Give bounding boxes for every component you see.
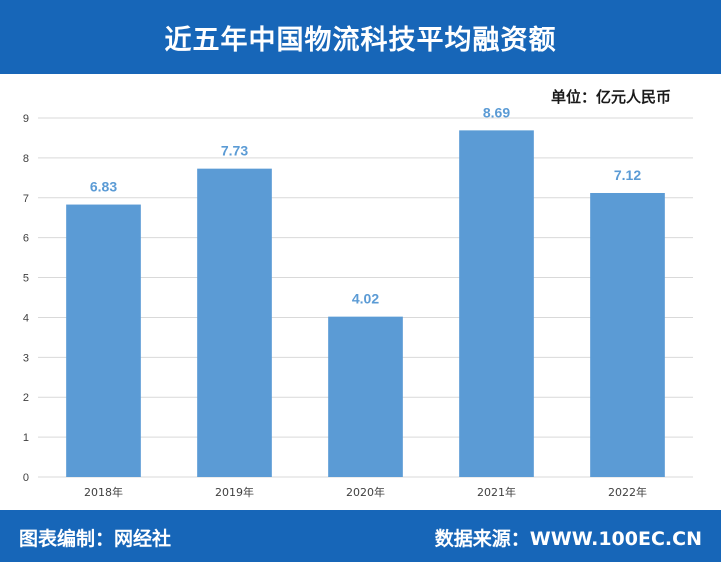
data-label: 4.02 bbox=[352, 291, 379, 307]
bar bbox=[459, 130, 534, 478]
y-tick-label: 0 bbox=[23, 472, 29, 484]
bar bbox=[66, 204, 141, 477]
chart-title-banner: 近五年中国物流科技平均融资额 bbox=[0, 0, 721, 74]
y-tick-label: 4 bbox=[23, 312, 29, 324]
data-label: 7.73 bbox=[221, 143, 248, 159]
unit-label: 单位：亿元人民币 bbox=[550, 88, 671, 106]
x-tick-label: 2020年 bbox=[346, 485, 385, 499]
chart-title: 近五年中国物流科技平均融资额 bbox=[164, 24, 557, 56]
x-tick-label: 2021年 bbox=[477, 485, 516, 499]
bar bbox=[590, 192, 665, 477]
y-tick-label: 6 bbox=[23, 233, 29, 245]
footer-source: 数据来源：WWW.100EC.CN bbox=[434, 528, 702, 550]
y-tick-label: 9 bbox=[23, 113, 29, 125]
data-label: 7.12 bbox=[614, 167, 641, 183]
data-label: 8.69 bbox=[483, 104, 510, 120]
x-tick-label: 2018年 bbox=[84, 485, 123, 499]
footer-banner: 图表编制：网经社 数据来源：WWW.100EC.CN bbox=[0, 510, 721, 562]
y-tick-label: 2 bbox=[23, 392, 29, 404]
y-tick-label: 5 bbox=[23, 273, 29, 285]
x-tick-label: 2022年 bbox=[608, 485, 647, 499]
y-tick-label: 7 bbox=[23, 193, 29, 205]
y-tick-label: 1 bbox=[23, 432, 29, 444]
y-tick-label: 8 bbox=[23, 153, 29, 165]
data-label: 6.83 bbox=[90, 179, 117, 195]
bar bbox=[197, 168, 272, 478]
footer-credit: 图表编制：网经社 bbox=[19, 528, 172, 550]
bar-chart: 0 1 2 3 4 5 6 7 8 9 6.83 2018年 7.73 2019年 4.02 2020年 8.6… bbox=[23, 104, 693, 499]
bar bbox=[328, 316, 403, 477]
y-tick-label: 3 bbox=[23, 352, 29, 364]
x-tick-label: 2019年 bbox=[215, 485, 254, 499]
